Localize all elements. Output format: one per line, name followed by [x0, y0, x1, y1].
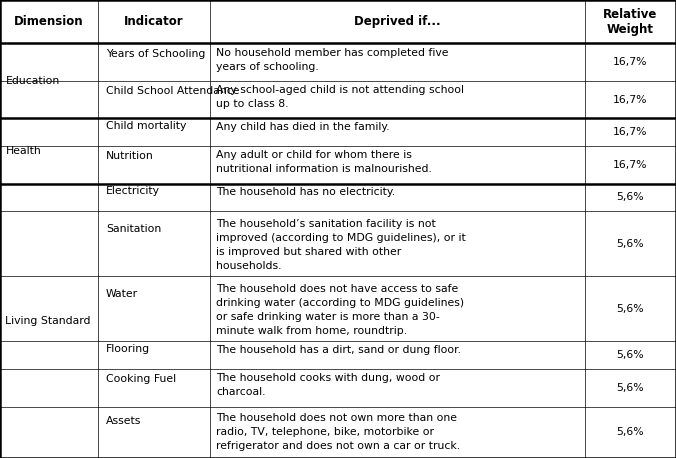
- Text: 5,6%: 5,6%: [617, 239, 644, 249]
- Text: 5,6%: 5,6%: [617, 383, 644, 393]
- Text: The household has no electricity.: The household has no electricity.: [216, 187, 395, 197]
- Text: No household member has completed five
years of schooling.: No household member has completed five y…: [216, 48, 449, 71]
- Text: Cooking Fuel: Cooking Fuel: [106, 374, 176, 384]
- Text: Indicator: Indicator: [124, 15, 184, 28]
- Text: Dimension: Dimension: [14, 15, 84, 28]
- Text: 5,6%: 5,6%: [617, 427, 644, 437]
- Text: Water: Water: [106, 289, 139, 300]
- Text: Any school-aged child is not attending school
up to class 8.: Any school-aged child is not attending s…: [216, 85, 464, 109]
- Text: 16,7%: 16,7%: [613, 127, 648, 137]
- Text: Child mortality: Child mortality: [106, 121, 187, 131]
- Text: The household does not own more than one
radio, TV, telephone, bike, motorbike o: The household does not own more than one…: [216, 413, 460, 451]
- Text: 16,7%: 16,7%: [613, 57, 648, 67]
- Text: Years of Schooling: Years of Schooling: [106, 49, 206, 59]
- Text: Relative
Weight: Relative Weight: [603, 7, 658, 36]
- Text: The household does not have access to safe
drinking water (according to MDG guid: The household does not have access to sa…: [216, 284, 464, 336]
- Text: Any child has died in the family.: Any child has died in the family.: [216, 122, 390, 132]
- Text: Any adult or child for whom there is
nutritional information is malnourished.: Any adult or child for whom there is nut…: [216, 151, 432, 174]
- Text: Health: Health: [5, 146, 41, 156]
- Text: Assets: Assets: [106, 416, 141, 426]
- Text: Electricity: Electricity: [106, 186, 160, 196]
- Text: The household has a dirt, sand or dung floor.: The household has a dirt, sand or dung f…: [216, 345, 461, 354]
- Text: Living Standard: Living Standard: [5, 316, 91, 326]
- Text: Sanitation: Sanitation: [106, 224, 162, 234]
- Text: Nutrition: Nutrition: [106, 152, 154, 162]
- Text: The household cooks with dung, wood or
charcoal.: The household cooks with dung, wood or c…: [216, 373, 440, 398]
- Text: 5,6%: 5,6%: [617, 350, 644, 360]
- Text: 16,7%: 16,7%: [613, 160, 648, 170]
- Text: 5,6%: 5,6%: [617, 304, 644, 314]
- Text: Child School Attendance: Child School Attendance: [106, 87, 239, 96]
- Text: Flooring: Flooring: [106, 344, 150, 354]
- Text: The household’s sanitation facility is not
improved (according to MDG guidelines: The household’s sanitation facility is n…: [216, 219, 466, 271]
- Text: 5,6%: 5,6%: [617, 192, 644, 202]
- Text: Education: Education: [5, 76, 59, 86]
- Text: 16,7%: 16,7%: [613, 95, 648, 104]
- Text: Deprived if...: Deprived if...: [354, 15, 441, 28]
